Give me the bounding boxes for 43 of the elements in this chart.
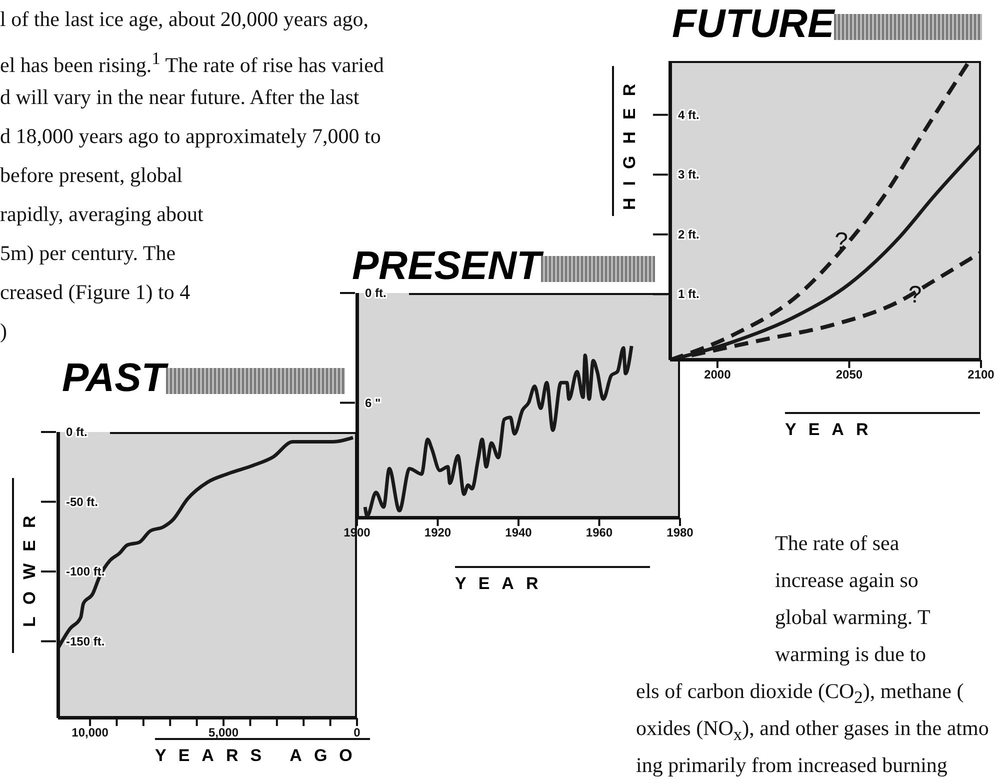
text: increase again so [775,567,918,594]
x-axis-title: YEARS AGO [155,738,370,766]
text: el has been rising.$^{1}$ The rate of rise has varied [0,47,384,79]
text: before present, global [0,162,183,189]
text: 5m) per century. The [0,240,176,267]
x-tick-label: 1920 [424,526,452,540]
x-tick-label: 2050 [836,368,863,382]
x-tick-label: 1960 [586,526,613,540]
text: ) [0,318,7,345]
y-axis-title: HIGHER [612,66,640,216]
y-tick-label: 1 ft. [678,287,700,302]
x-tick-label: 1980 [666,526,694,540]
x-tick-label: 5,000 [208,726,239,740]
y-tick-label: -150 ft. [66,634,105,648]
x-tick-label: 10,000 [72,726,109,740]
y-tick-label: 0 ft. [66,425,88,439]
text: els of carbon dioxide (CO$_{2}$), methane ( [636,678,964,710]
text: rapidly, averaging about [0,201,204,228]
text: oxides (NO$_{x}$), and other gases in the atmo [636,715,989,746]
text: d will vary in the near future. After the last [0,84,360,111]
y-tick-label: 4 ft. [678,108,700,122]
text: l of the last ice age, about 20,000 years ago, [0,6,369,33]
x-axis-title: YEAR [455,566,650,594]
x-tick-label: 2000 [704,368,732,382]
y-tick-label: 2 ft. [678,227,700,242]
text: ing primarily from increased burning [636,752,948,779]
y-tick-label: 3 ft. [678,168,700,182]
y-tick-label: 0 ft. [365,286,386,300]
y-tick-label: -50 ft. [66,494,98,509]
text: d 18,000 years ago to approximately 7,000 to [0,123,381,150]
text: The rate of sea [775,530,900,557]
annotation: ? [834,228,848,255]
text: creased (Figure 1) to 4 [0,279,190,306]
text: warming is due to [775,641,926,668]
x-tick-label: 0 [354,726,361,740]
chart-title: PAST [62,356,166,400]
x-tick-label: 2100 [968,368,995,382]
x-tick-label: 1940 [505,526,532,540]
text: global warming. T [775,604,930,631]
x-axis-title: YEAR [785,412,980,440]
chart-title: FUTURE [672,2,834,46]
y-axis-title: LOWER [12,478,40,653]
y-tick-label: 6 " [365,396,381,410]
